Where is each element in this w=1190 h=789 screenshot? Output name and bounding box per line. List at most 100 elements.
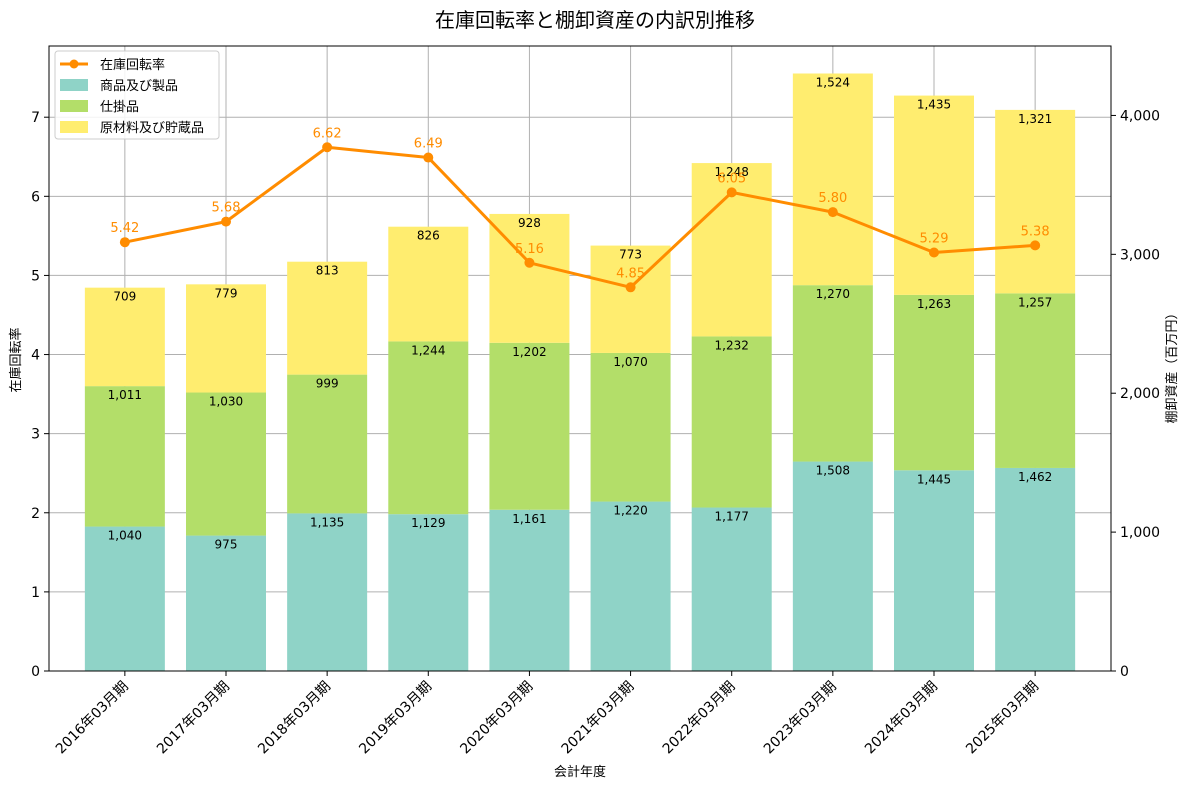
bar-segment xyxy=(792,73,873,286)
turnover-point xyxy=(625,282,636,293)
bar-value-label: 1,263 xyxy=(917,297,951,311)
bar-value-label: 1,232 xyxy=(715,338,749,352)
bar-segment xyxy=(388,226,469,342)
legend-label: 原材料及び貯蔵品 xyxy=(100,121,204,136)
x-axis-title: 会計年度 xyxy=(554,764,606,780)
turnover-value-label: 5.80 xyxy=(818,191,847,206)
y-left-tick-label: 7 xyxy=(31,110,40,126)
bar-segment xyxy=(691,336,772,508)
turnover-point xyxy=(1030,240,1041,251)
bar-value-label: 1,248 xyxy=(715,165,749,179)
bar-value-label: 975 xyxy=(215,538,238,552)
turnover-point xyxy=(726,187,737,198)
y-left-tick-label: 1 xyxy=(31,585,40,601)
y-left-tick-label: 6 xyxy=(31,189,40,205)
bar-value-label: 928 xyxy=(518,216,541,230)
bar-segment xyxy=(489,342,570,510)
x-tick-label: 2023年03月期 xyxy=(761,679,840,758)
bar-value-label: 709 xyxy=(113,290,136,304)
bar-value-label: 1,177 xyxy=(715,510,749,524)
bar-segment xyxy=(84,287,165,387)
bar-value-label: 1,524 xyxy=(816,76,850,90)
bar-value-label: 1,445 xyxy=(917,472,951,486)
turnover-value-label: 5.42 xyxy=(110,221,139,236)
bar-value-label: 1,129 xyxy=(411,516,445,530)
bar-segment xyxy=(590,501,671,671)
turnover-value-label: 6.05 xyxy=(717,171,746,186)
bar-value-label: 1,030 xyxy=(209,395,243,409)
turnover-point xyxy=(524,257,535,268)
bar-segment xyxy=(388,341,469,515)
bar-segment xyxy=(84,526,165,671)
bar-segment xyxy=(287,374,368,514)
x-tick-label: 2025年03月期 xyxy=(963,679,1042,758)
y-left-tick-label: 3 xyxy=(31,427,40,443)
bar-value-label: 826 xyxy=(417,229,440,243)
bar-segment xyxy=(995,467,1076,671)
turnover-point xyxy=(322,142,333,153)
chart-title: 在庫回転率と棚卸資産の内訳別推移 xyxy=(435,8,755,32)
bar-value-label: 999 xyxy=(316,377,339,391)
bar-segment xyxy=(489,509,570,671)
bar-segment xyxy=(691,507,772,671)
turnover-line-path xyxy=(124,145,1036,289)
y-left-tick-label: 2 xyxy=(31,506,40,522)
legend-label: 在庫回転率 xyxy=(100,57,165,73)
x-tick-label: 2020年03月期 xyxy=(457,679,536,758)
bar-segment xyxy=(995,109,1076,294)
bar-value-label: 1,220 xyxy=(613,504,647,518)
turnover-value-label: 6.49 xyxy=(414,137,443,152)
y-left-tick-label: 0 xyxy=(31,664,40,680)
bar-value-label: 1,135 xyxy=(310,515,344,529)
turnover-point xyxy=(221,216,231,227)
legend-bar-swatch xyxy=(60,121,88,133)
turnover-point xyxy=(423,152,434,163)
bar-value-label: 1,462 xyxy=(1018,470,1052,484)
bar-segment xyxy=(995,293,1076,468)
x-tick-label: 2018年03月期 xyxy=(255,679,334,758)
y-axis-left-title: 在庫回転率 xyxy=(8,327,24,392)
y-left-tick-label: 5 xyxy=(31,268,40,284)
bar-segment xyxy=(590,352,671,502)
plot-frame xyxy=(48,45,1112,672)
bar-segment xyxy=(894,95,974,295)
y-right-tick-label: 3,000 xyxy=(1120,247,1160,263)
bar-value-label: 1,011 xyxy=(108,388,142,402)
turnover-line: 5.42 5.68 6.62 6.49 5.16 4.85 6.05 5.80 5.29 5.38 xyxy=(110,126,1050,293)
bar-value-label: 813 xyxy=(316,264,339,278)
bar-value-label: 1,435 xyxy=(917,98,951,112)
bar-segment xyxy=(894,470,974,671)
legend-label: 商品及び製品 xyxy=(100,79,178,94)
bar-value-label: 1,040 xyxy=(108,529,142,543)
bar-segment xyxy=(186,535,266,671)
bar-value-label: 779 xyxy=(215,286,238,300)
bar-segment xyxy=(287,513,368,671)
y-right-tick-label: 2,000 xyxy=(1120,386,1160,402)
bar-value-label: 1,070 xyxy=(613,355,647,369)
legend-label: 仕掛品 xyxy=(100,100,139,115)
bar-segment xyxy=(388,514,469,671)
legend-marker xyxy=(69,59,79,69)
x-tick-label: 2022年03月期 xyxy=(660,679,739,758)
turnover-value-label: 5.38 xyxy=(1021,224,1050,239)
x-tick-label: 2016年03月期 xyxy=(53,679,132,758)
bar-segment xyxy=(287,261,368,375)
y-right-tick-label: 4,000 xyxy=(1120,108,1160,124)
y-left-tick-label: 4 xyxy=(31,348,40,364)
x-tick-label: 2017年03月期 xyxy=(154,679,233,758)
bar-value-label: 773 xyxy=(619,248,642,262)
bar-segment xyxy=(792,285,873,462)
legend-bar-swatch xyxy=(60,100,88,112)
turnover-value-label: 5.68 xyxy=(212,201,241,216)
bar-value-label: 1,202 xyxy=(512,345,546,359)
bar-value-label: 1,161 xyxy=(512,512,546,526)
x-tick-label: 2021年03月期 xyxy=(559,679,638,758)
y-right-tick-label: 0 xyxy=(1120,664,1129,680)
y-axis-right-title: 棚卸資産（百万円） xyxy=(1164,306,1180,423)
bar-segment xyxy=(186,392,266,536)
bar-value-label: 1,321 xyxy=(1018,112,1052,126)
x-tick-label: 2024年03月期 xyxy=(862,679,941,758)
turnover-point xyxy=(929,247,939,258)
bar-segment xyxy=(186,284,266,393)
